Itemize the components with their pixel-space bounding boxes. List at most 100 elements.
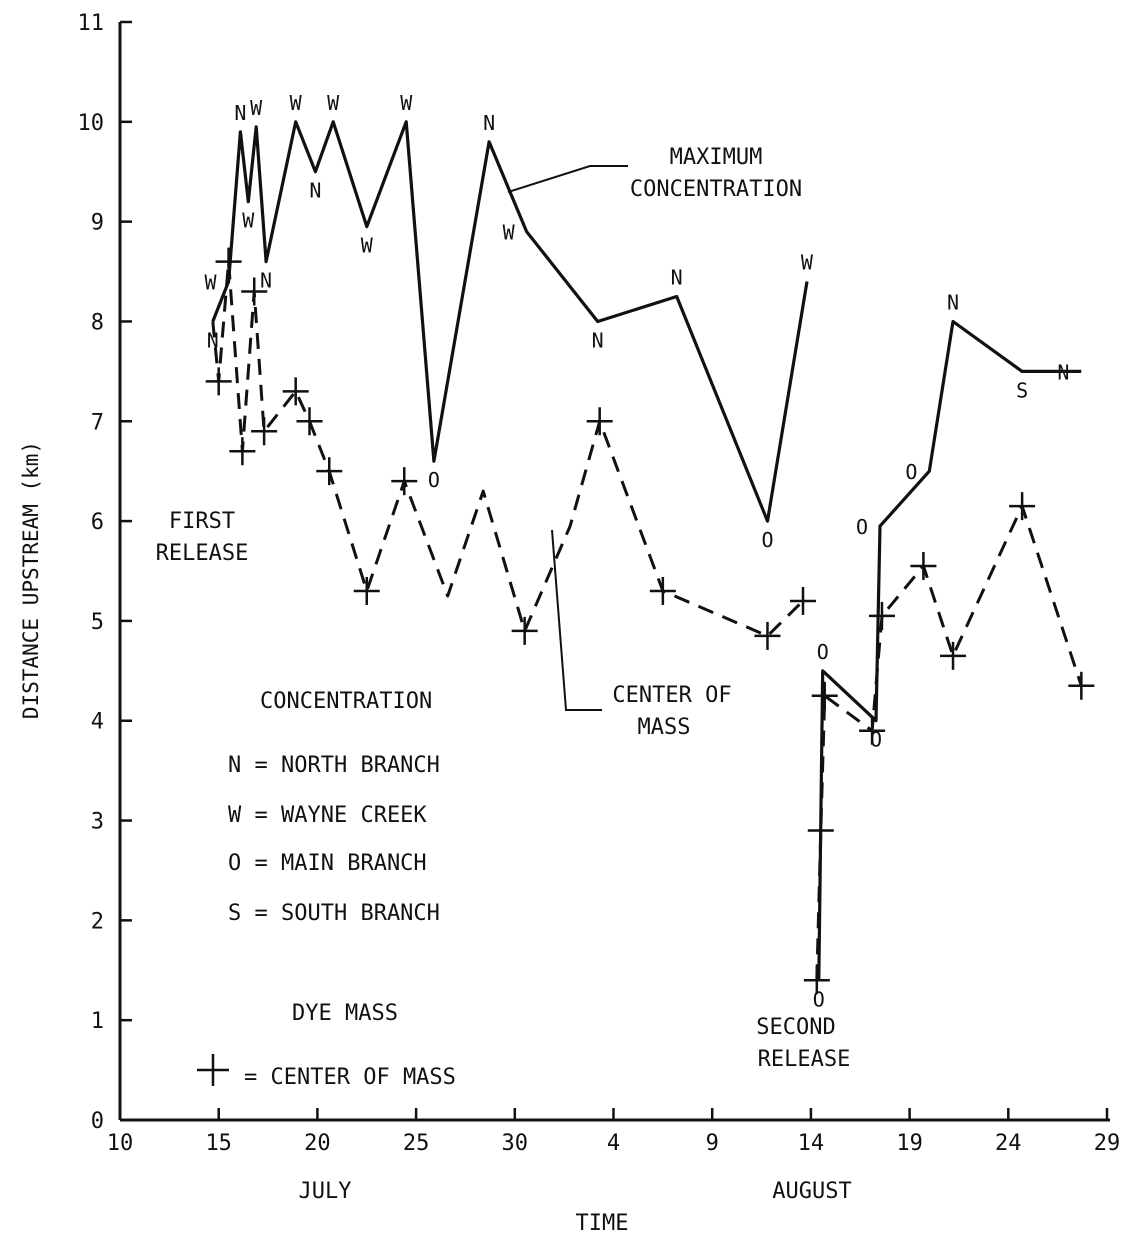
center-of-mass-point xyxy=(586,407,613,436)
center-of-mass-point xyxy=(790,586,817,615)
concentration-point-label: N xyxy=(260,269,272,293)
center-of-mass-line xyxy=(815,504,1083,981)
max-concentration-callout: MAXIMUM CONCENTRATION xyxy=(507,145,802,202)
x-tick-label: 14 xyxy=(798,1131,825,1156)
concentration-point-label: O xyxy=(905,460,917,484)
legend-item-wayne-creek: W = WAYNE CREEK xyxy=(228,803,427,828)
max-concentration-line xyxy=(817,319,1082,981)
y-tick-label: 0 xyxy=(91,1109,104,1134)
center-of-mass-point xyxy=(205,367,232,396)
month-label-august: AUGUST xyxy=(772,1179,851,1204)
max-concentration-line xyxy=(211,120,809,523)
concentration-point-label: N xyxy=(1057,360,1069,384)
legend-dye-heading: DYE MASS xyxy=(292,1001,398,1026)
max-concentration-label-line2: CONCENTRATION xyxy=(630,177,802,202)
center-of-mass-point xyxy=(803,966,830,995)
axes: 0 1 2 3 4 5 6 7 8 9 10 11 10 15 20 25 30 4 9 14 19 24 29 xyxy=(78,11,1121,1156)
center-of-mass-point xyxy=(811,681,838,710)
center-of-mass-callout: CENTER OF MASS xyxy=(551,529,732,740)
x-axis-label: TIME xyxy=(576,1211,629,1236)
concentration-point-label: O xyxy=(856,515,868,539)
x-tick-label: 24 xyxy=(995,1131,1022,1156)
legend: CONCENTRATION N = NORTH BRANCH W = WAYNE… xyxy=(197,689,456,1090)
center-of-mass-leader xyxy=(551,529,602,711)
concentration-point-label: W xyxy=(242,209,255,233)
center-of-mass-point xyxy=(391,467,418,496)
center-of-mass-point xyxy=(251,417,278,446)
concentration-point-label: N xyxy=(483,111,495,135)
x-tick-label: 19 xyxy=(896,1131,923,1156)
center-of-mass-point xyxy=(316,457,343,486)
concentration-point-label: W xyxy=(503,221,516,245)
second-release-label-line1: SECOND xyxy=(756,1015,835,1040)
center-of-mass-point xyxy=(511,616,538,645)
center-of-mass-point xyxy=(1009,492,1036,521)
y-tick-label: 4 xyxy=(91,710,104,735)
center-of-mass-point xyxy=(353,576,380,605)
concentration-point-label: W xyxy=(327,91,340,115)
concentration-point-label: S xyxy=(1016,378,1028,402)
x-tick-label: 29 xyxy=(1094,1131,1121,1156)
max-concentration-leader xyxy=(507,165,628,193)
month-label-july: JULY xyxy=(299,1179,352,1204)
center-of-mass-point xyxy=(1068,671,1095,700)
concentration-point-label: N xyxy=(947,290,959,314)
center-of-mass-point xyxy=(282,377,309,406)
legend-item-south-branch: S = SOUTH BRANCH xyxy=(228,901,440,926)
concentration-point-label: N xyxy=(592,328,604,352)
x-ticks: 10 15 20 25 30 4 9 14 19 24 29 xyxy=(107,1108,1121,1156)
center-of-mass-point xyxy=(296,407,323,436)
max-concentration-label-line1: MAXIMUM xyxy=(670,145,763,170)
concentration-point-label: W xyxy=(250,96,263,120)
concentration-point-label: O xyxy=(817,640,829,664)
y-ticks: 0 1 2 3 4 5 6 7 8 9 10 11 xyxy=(78,11,132,1134)
concentration-point-label: N xyxy=(207,328,219,352)
x-tick-label: 30 xyxy=(502,1131,529,1156)
concentration-point-label: W xyxy=(801,251,814,275)
legend-item-north-branch: N = NORTH BRANCH xyxy=(228,753,440,778)
concentration-point-label: O xyxy=(761,528,773,552)
y-tick-label: 6 xyxy=(91,510,104,535)
x-tick-label: 4 xyxy=(607,1131,620,1156)
center-of-mass-label-line1: CENTER OF xyxy=(612,683,731,708)
legend-center-of-mass-text: = CENTER OF MASS xyxy=(244,1065,456,1090)
concentration-point-label: W xyxy=(400,91,413,115)
center-of-mass-point xyxy=(241,277,268,306)
legend-heading: CONCENTRATION xyxy=(260,689,432,714)
center-of-mass-point xyxy=(229,437,256,466)
x-tick-label: 10 xyxy=(107,1131,134,1156)
center-of-mass-point xyxy=(649,576,676,605)
first-release-label-line2: RELEASE xyxy=(156,541,249,566)
center-of-mass-point xyxy=(868,601,895,630)
x-tick-label: 9 xyxy=(706,1131,719,1156)
first-release-label-line1: FIRST xyxy=(169,509,235,534)
concentration-point-label: W xyxy=(361,234,374,258)
second-release-label-line2: RELEASE xyxy=(758,1047,851,1072)
center-of-mass-point xyxy=(940,641,967,670)
x-tick-label: 25 xyxy=(403,1131,430,1156)
concentration-point-label: N xyxy=(309,179,321,203)
legend-item-main-branch: O = MAIN BRANCH xyxy=(228,851,427,876)
concentration-point-label: O xyxy=(813,987,825,1011)
concentration-point-label: W xyxy=(290,91,303,115)
center-of-mass-point xyxy=(754,621,781,650)
y-axis-label: DISTANCE UPSTREAM (km) xyxy=(19,441,43,719)
legend-center-of-mass-marker xyxy=(197,1054,229,1086)
x-tick-label: 15 xyxy=(205,1131,232,1156)
y-tick-label: 3 xyxy=(91,810,104,835)
y-tick-label: 11 xyxy=(78,11,105,36)
x-tick-label: 20 xyxy=(304,1131,331,1156)
center-of-mass-point xyxy=(215,247,242,276)
center-of-mass-label-line2: MASS xyxy=(638,715,691,740)
concentration-point-label: W xyxy=(205,271,218,295)
y-tick-label: 9 xyxy=(91,211,104,236)
center-of-mass-line xyxy=(211,260,805,638)
y-tick-label: 7 xyxy=(91,410,104,435)
y-tick-label: 2 xyxy=(91,909,104,934)
y-tick-label: 5 xyxy=(91,610,104,635)
y-tick-label: 10 xyxy=(78,111,105,136)
y-tick-label: 8 xyxy=(91,310,104,335)
